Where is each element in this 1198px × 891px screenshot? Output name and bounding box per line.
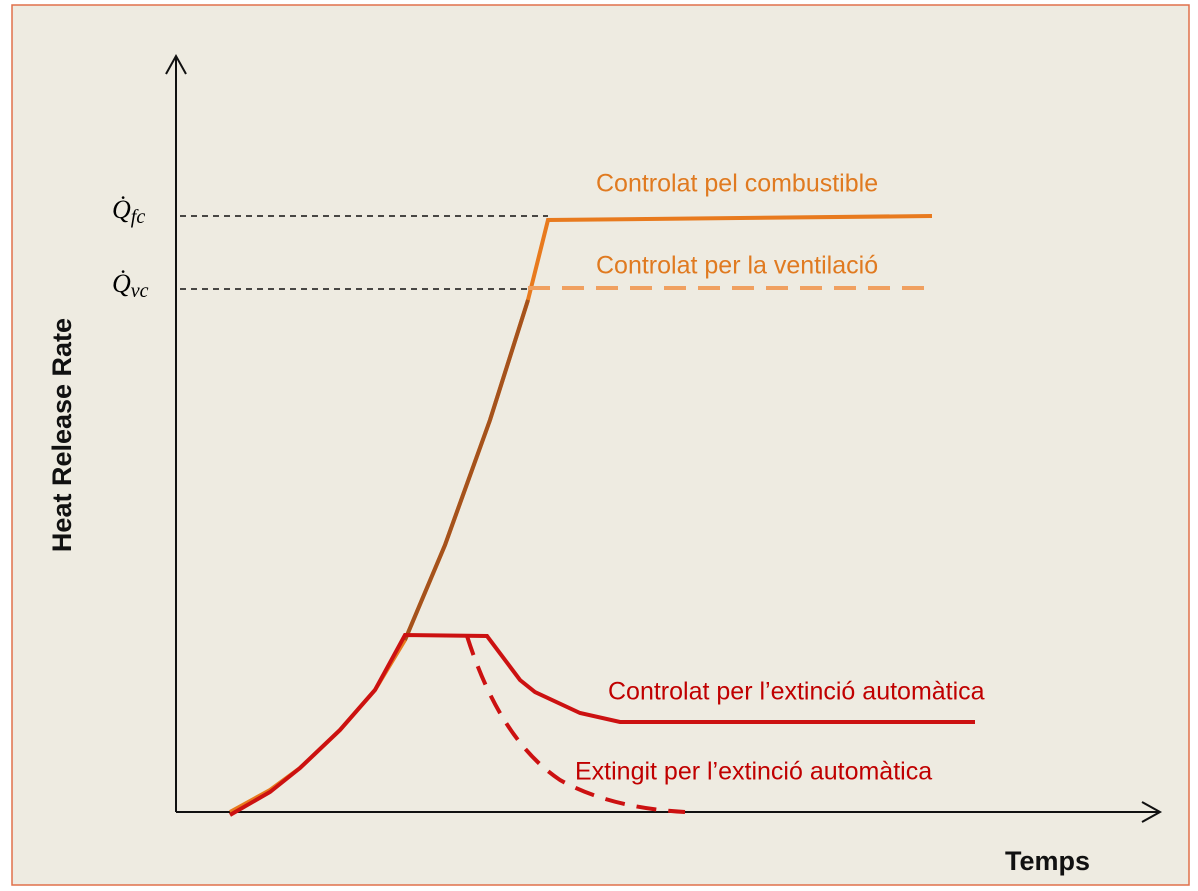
sprinkler-controlled-curve: [229, 632, 975, 817]
vc-level-label: Q̇vc: [112, 269, 149, 302]
curve-label: Controlat pel combustible: [596, 170, 878, 198]
x-arrow: [1141, 801, 1163, 823]
subscript: fc: [131, 206, 146, 228]
curve-label: Controlat per la ventilació: [596, 252, 878, 280]
overlap-segment: [403, 299, 530, 641]
extinguished-curve: [465, 635, 686, 814]
curve-label: Controlat per l’extinció automàtica: [608, 678, 985, 706]
frame: [11, 4, 1190, 886]
y-axis-label: Heat Release Rate: [47, 318, 77, 552]
fc-level-label: Q̇fc: [112, 195, 145, 228]
symbol: Q̇: [112, 269, 131, 298]
x-axis-label: Temps: [1005, 846, 1090, 876]
y-arrow: [165, 53, 187, 75]
symbol: Q̇: [112, 195, 131, 224]
curve-label: Extingit per l’extinció automàtica: [575, 758, 932, 786]
subscript: vc: [131, 280, 149, 302]
